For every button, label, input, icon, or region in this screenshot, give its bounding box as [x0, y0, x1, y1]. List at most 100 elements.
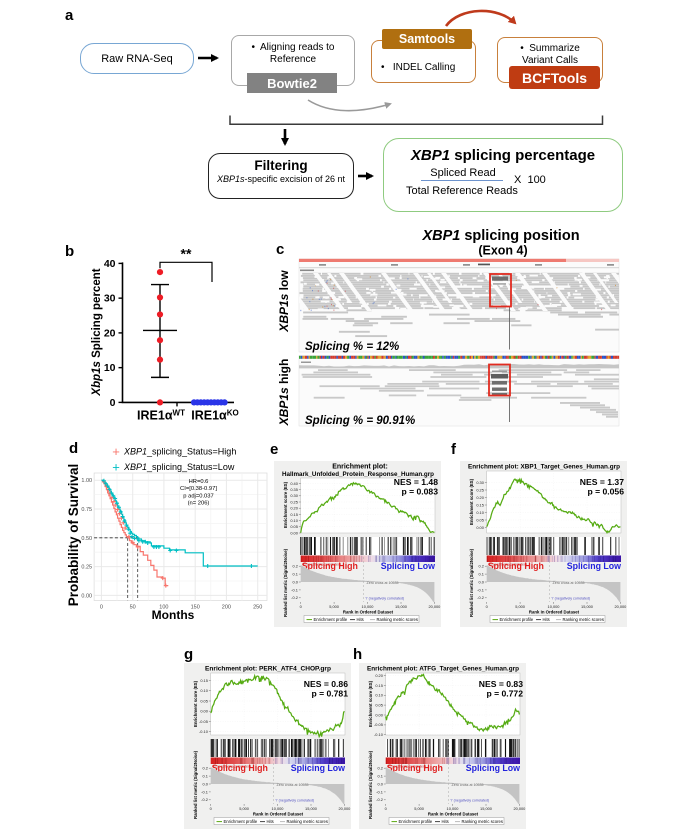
svg-text:5,000: 5,000: [329, 604, 340, 609]
svg-text:NES = 1.48: NES = 1.48: [394, 477, 438, 487]
svg-text:'h' (positively correlated): 'h' (positively correlated): [303, 563, 342, 567]
svg-text:**: **: [181, 246, 192, 262]
svg-text:'h' (positively correlated): 'h' (positively correlated): [489, 563, 528, 567]
svg-text:0.0: 0.0: [292, 579, 298, 584]
svg-text:p = 0.781: p = 0.781: [311, 689, 348, 699]
svg-text:'h' (positively correlated): 'h' (positively correlated): [388, 765, 427, 769]
svg-text:-0.10: -0.10: [199, 729, 209, 734]
svg-text:15,000: 15,000: [581, 604, 594, 609]
svg-text:'l' (negatively correlated): 'l' (negatively correlated): [552, 597, 591, 601]
svg-text:250: 250: [253, 605, 262, 611]
svg-text:10: 10: [104, 362, 116, 374]
svg-text:Enrichment score (ES): Enrichment score (ES): [469, 478, 474, 525]
svg-text:1.00: 1.00: [81, 478, 92, 484]
svg-text:p = 0.056: p = 0.056: [587, 487, 624, 497]
svg-text:Splicing High: Splicing High: [387, 763, 443, 773]
svg-text:Rank in Ordered Dataset: Rank in Ordered Dataset: [253, 811, 304, 816]
svg-text:0.0: 0.0: [202, 781, 208, 786]
svg-text:20,000: 20,000: [513, 806, 526, 811]
svg-text:Zero cross at 10535: Zero cross at 10535: [277, 783, 309, 787]
svg-text:0.25: 0.25: [476, 487, 484, 492]
svg-text:Enrichment profile: Enrichment profile: [399, 819, 433, 824]
svg-text:Splicing % = 12%: Splicing % = 12%: [305, 341, 399, 353]
svg-text:Splicing High: Splicing High: [488, 561, 544, 571]
svg-text:0: 0: [486, 604, 489, 609]
svg-text:10,000: 10,000: [548, 604, 561, 609]
svg-text:0.30: 0.30: [476, 480, 484, 485]
svg-text:XBP1_splicing_Status=High: XBP1_splicing_Status=High: [123, 447, 236, 457]
svg-text:0.10: 0.10: [476, 510, 484, 515]
svg-text:0.25: 0.25: [81, 565, 92, 571]
svg-text:0.40: 0.40: [290, 481, 298, 486]
svg-text:0.30: 0.30: [290, 493, 298, 498]
svg-text:5,000: 5,000: [515, 604, 526, 609]
svg-text:-0.2: -0.2: [477, 595, 484, 600]
svg-text:0.75: 0.75: [81, 507, 92, 513]
svg-text:XBP1_splicing_Status=Low: XBP1_splicing_Status=Low: [123, 462, 235, 472]
svg-text:0.05: 0.05: [290, 524, 298, 529]
svg-text:0.2: 0.2: [377, 766, 382, 771]
svg-text:Enrichment score (ES): Enrichment score (ES): [193, 680, 198, 727]
svg-text:0.2: 0.2: [478, 564, 483, 569]
svg-text:XBP1s low: XBP1s low: [277, 270, 291, 333]
svg-text:Splicing Low: Splicing Low: [567, 561, 621, 571]
svg-text:XBP1s high: XBP1s high: [277, 359, 291, 427]
svg-text:Splicing Low: Splicing Low: [291, 763, 345, 773]
svg-text:15,000: 15,000: [305, 806, 318, 811]
svg-text:0: 0: [100, 605, 103, 611]
svg-text:Hits: Hits: [442, 819, 449, 824]
svg-text:0.20: 0.20: [290, 506, 298, 511]
svg-text:'l' (negatively correlated): 'l' (negatively correlated): [366, 597, 405, 601]
svg-text:0.1: 0.1: [377, 774, 382, 779]
svg-text:0.2: 0.2: [202, 766, 207, 771]
svg-text:-0.10: -0.10: [374, 732, 384, 737]
svg-text:Zero cross at 10535: Zero cross at 10535: [553, 581, 585, 585]
svg-text:(Exon 4): (Exon 4): [478, 244, 527, 258]
svg-text:20,000: 20,000: [428, 604, 441, 609]
svg-text:CI=[0.38-0.97]: CI=[0.38-0.97]: [180, 486, 217, 492]
svg-text:0.20: 0.20: [375, 673, 383, 678]
svg-text:'l' (negatively correlated): 'l' (negatively correlated): [451, 799, 490, 803]
svg-text:0.15: 0.15: [375, 683, 383, 688]
svg-text:Hits: Hits: [543, 617, 550, 622]
svg-text:+: +: [112, 460, 120, 475]
svg-text:20: 20: [104, 327, 116, 339]
svg-text:Ranked list metric (Signal2Noi: Ranked list metric (Signal2Noise): [193, 750, 198, 819]
svg-text:0: 0: [300, 604, 303, 609]
svg-text:20,000: 20,000: [614, 604, 627, 609]
svg-text:5,000: 5,000: [414, 806, 425, 811]
svg-text:0.00: 0.00: [476, 525, 484, 530]
svg-text:150: 150: [191, 605, 200, 611]
svg-text:Zero cross at 10535: Zero cross at 10535: [367, 581, 399, 585]
svg-text:Splicing Low: Splicing Low: [466, 763, 520, 773]
svg-text:Splicing % = 90.91%: Splicing % = 90.91%: [305, 415, 415, 427]
svg-text:15,000: 15,000: [480, 806, 493, 811]
svg-text:-0.1: -0.1: [201, 789, 208, 794]
svg-text:p = 0.083: p = 0.083: [401, 487, 438, 497]
svg-text:0.0: 0.0: [377, 781, 383, 786]
svg-text:-0.05: -0.05: [374, 722, 383, 727]
svg-text:NES = 1.37: NES = 1.37: [580, 477, 624, 487]
svg-text:0.10: 0.10: [290, 518, 298, 523]
svg-text:0: 0: [110, 397, 116, 409]
svg-text:Zero cross at 10535: Zero cross at 10535: [452, 783, 484, 787]
svg-text:Enrichment plot: ATFG_Target_G: Enrichment plot: ATFG_Target_Genes_Human…: [367, 666, 519, 673]
svg-text:Splicing High: Splicing High: [212, 763, 268, 773]
svg-text:Hallmark_Unfolded_Protein_Resp: Hallmark_Unfolded_Protein_Response_Human…: [282, 471, 434, 478]
svg-text:Enrichment profile: Enrichment profile: [314, 617, 348, 622]
svg-text:0: 0: [385, 806, 388, 811]
svg-text:0: 0: [210, 806, 213, 811]
svg-text:Months: Months: [152, 608, 195, 622]
svg-text:0.05: 0.05: [375, 703, 383, 708]
svg-text:'h' (positively correlated): 'h' (positively correlated): [213, 765, 252, 769]
svg-text:'l' (negatively correlated): 'l' (negatively correlated): [276, 799, 315, 803]
svg-text:0.10: 0.10: [375, 693, 383, 698]
svg-text:NES = 0.86: NES = 0.86: [304, 679, 348, 689]
svg-text:0.0: 0.0: [478, 579, 484, 584]
svg-text:Ranking metric scores: Ranking metric scores: [462, 819, 503, 824]
svg-text:Enrichment plot:: Enrichment plot:: [332, 464, 388, 471]
svg-text:Enrichment score (ES): Enrichment score (ES): [368, 680, 373, 727]
svg-text:Hits: Hits: [267, 819, 274, 824]
svg-text:20,000: 20,000: [338, 806, 351, 811]
svg-text:Hits: Hits: [357, 617, 364, 622]
